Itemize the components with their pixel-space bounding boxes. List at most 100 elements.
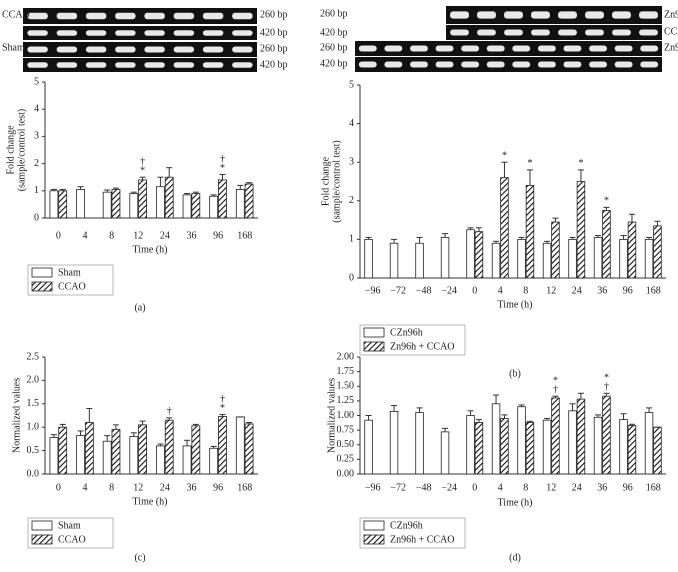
y-tick-label: 2 xyxy=(34,158,39,169)
legend-box xyxy=(359,517,466,549)
bar xyxy=(244,183,254,219)
y-tick-label: 1 xyxy=(34,185,39,196)
gel-strip xyxy=(355,41,662,56)
x-tick-label: −24 xyxy=(441,482,457,493)
gel-band xyxy=(144,46,165,53)
x-tick-label: −48 xyxy=(416,285,432,296)
gel-size: 420 bp xyxy=(260,59,288,70)
legend-label: Zn96h + CCAO xyxy=(390,341,455,352)
x-tick-label: 4 xyxy=(82,230,87,241)
gel-band xyxy=(202,12,224,20)
bar xyxy=(129,436,139,475)
gel-band xyxy=(173,62,195,68)
bar xyxy=(364,238,373,279)
legend-swatch xyxy=(363,534,385,545)
y-tick-label: 4 xyxy=(34,103,39,114)
gel-band xyxy=(589,45,607,52)
x-tick-label: 36 xyxy=(186,482,196,493)
bar xyxy=(84,422,94,475)
gel-strip xyxy=(446,6,662,24)
legend-label: CCAO xyxy=(58,534,86,545)
bar xyxy=(49,190,59,219)
legend-label: Zn96h + CCAO xyxy=(390,534,455,545)
gel-band xyxy=(85,62,107,68)
gel-band xyxy=(202,30,224,36)
gel-strip xyxy=(355,57,662,72)
bar xyxy=(593,416,603,475)
x-tick-label: 24 xyxy=(160,230,170,241)
x-axis-label: Time (h) xyxy=(498,299,533,310)
x-tick-label: 36 xyxy=(186,230,196,241)
gel-band xyxy=(537,45,556,52)
gel-band xyxy=(56,30,78,36)
y-tick-label: 2.0 xyxy=(27,375,40,386)
gel-band xyxy=(614,45,633,52)
bar xyxy=(218,179,227,219)
y-axis-label: Fold change xyxy=(320,156,331,206)
bar xyxy=(602,395,611,475)
legend-box xyxy=(27,517,114,549)
x-tick-label: 168 xyxy=(646,482,661,493)
gel-band xyxy=(232,62,253,68)
annotation: * xyxy=(604,373,609,384)
gel-band xyxy=(563,61,582,68)
annotation: † xyxy=(220,154,225,165)
gel-strip xyxy=(23,26,257,40)
bar xyxy=(474,231,484,279)
gel-band xyxy=(639,29,658,36)
bar xyxy=(191,425,201,475)
bar xyxy=(576,181,586,279)
bar xyxy=(76,435,85,475)
bar xyxy=(466,415,475,475)
gel-band xyxy=(115,62,136,68)
gel-band xyxy=(558,29,577,36)
x-tick-label: 8 xyxy=(109,230,114,241)
x-tick-label: 96 xyxy=(213,230,223,241)
gel-label: Zn96h xyxy=(664,42,678,53)
bar xyxy=(235,416,245,475)
gel-band xyxy=(56,62,78,68)
bar xyxy=(644,238,654,279)
bar xyxy=(551,397,560,475)
y-axis-label: (sample/control test) xyxy=(331,140,342,222)
x-axis-label: Time (h) xyxy=(133,244,168,255)
bar xyxy=(138,424,147,475)
x-tick-label: 8 xyxy=(523,285,528,296)
annotation: † xyxy=(220,394,225,405)
bar xyxy=(517,406,526,475)
legend-label: Sham xyxy=(58,267,81,278)
x-tick-label: 0 xyxy=(56,482,61,493)
bar xyxy=(619,419,628,475)
gel-size: 260 bp xyxy=(260,9,288,20)
annotation: † xyxy=(553,384,558,395)
gel-size: 260 bp xyxy=(320,42,348,53)
x-tick-label: 96 xyxy=(623,482,633,493)
bar xyxy=(164,176,174,219)
gel-band xyxy=(173,30,195,36)
bar xyxy=(491,403,501,475)
y-tick-label: 4 xyxy=(349,118,354,129)
y-tick-label: 1 xyxy=(349,234,354,245)
gel-band xyxy=(232,12,253,20)
gel-band xyxy=(537,61,556,68)
y-axis-label: Normalized values xyxy=(11,378,22,453)
y-tick-label: 1.00 xyxy=(337,410,355,421)
panel-label: (a) xyxy=(134,302,145,313)
bar xyxy=(58,190,68,219)
annotation: * xyxy=(502,150,507,161)
bar xyxy=(653,426,662,475)
bar xyxy=(593,237,603,279)
y-axis-label: Fold change xyxy=(5,125,16,175)
x-tick-label: 36 xyxy=(597,482,607,493)
gel-band xyxy=(232,30,253,36)
bar xyxy=(500,418,509,475)
y-tick-label: 0.0 xyxy=(27,468,40,479)
bar xyxy=(111,429,121,475)
y-tick-label: 1.75 xyxy=(337,366,355,377)
gel-band xyxy=(56,12,78,20)
gel-label: CCAO xyxy=(664,26,678,37)
y-tick-label: 0 xyxy=(34,212,39,223)
gel-band xyxy=(512,61,531,68)
gel-band xyxy=(461,45,480,52)
gel-strip xyxy=(23,8,257,24)
